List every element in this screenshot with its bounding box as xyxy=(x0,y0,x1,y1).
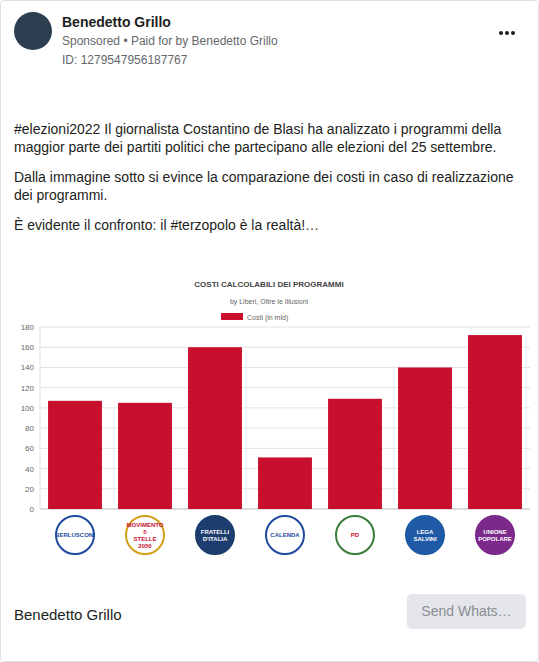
bars xyxy=(48,335,522,509)
grid-line xyxy=(40,327,530,328)
bar xyxy=(328,399,382,509)
grid-line xyxy=(40,448,530,449)
party-logo xyxy=(126,516,164,554)
party-logo xyxy=(406,516,444,554)
chart-image: COSTI CALCOLABILI DEI PROGRAMMI by Liberi… xyxy=(4,262,534,578)
bar xyxy=(398,367,452,509)
paragraph: È evidente il confronto: il #terzopolo è… xyxy=(14,216,526,234)
y-tick-label: 140 xyxy=(21,363,35,372)
party-logo xyxy=(476,516,514,554)
party-logo xyxy=(336,516,374,554)
y-axis xyxy=(40,327,41,509)
subtitle: by Liberi, Oltre le Illusioni xyxy=(230,298,309,306)
bar xyxy=(118,403,172,509)
y-tick-label: 60 xyxy=(25,444,34,453)
whatsapp-button[interactable]: Send Whats… xyxy=(407,594,526,629)
grid-line xyxy=(40,387,530,388)
ad-id: ID: 1279547956187767 xyxy=(62,53,187,67)
grid-line xyxy=(40,428,530,429)
bar xyxy=(48,401,102,509)
bar xyxy=(188,347,242,509)
y-tick-label: 80 xyxy=(25,424,34,433)
party-logo xyxy=(196,516,234,554)
y-tick-label: 40 xyxy=(25,465,34,474)
title: COSTI CALCOLABILI DEI PROGRAMMI xyxy=(194,280,343,289)
y-tick-label: 120 xyxy=(21,384,35,393)
avatar[interactable] xyxy=(14,12,52,50)
sponsored-line: Sponsored • Paid for by Benedetto Grillo xyxy=(62,34,278,48)
party-logo xyxy=(266,516,304,554)
y-tick-label: 180 xyxy=(21,323,35,332)
grid-line xyxy=(40,347,530,348)
author[interactable]: Benedetto Grillo xyxy=(62,14,171,30)
category-label: MOVIMENTO5STELLE2050 xyxy=(127,522,164,549)
category-label: CALENDA xyxy=(270,532,300,538)
post-text: #elezioni2022 Il giornalista Costantino … xyxy=(14,120,526,246)
bar xyxy=(258,457,312,509)
y-tick-label: 20 xyxy=(25,485,34,494)
grid-line xyxy=(40,367,530,368)
paragraph: #elezioni2022 Il giornalista Costantino … xyxy=(14,120,526,156)
y-tick-label: 160 xyxy=(21,343,35,352)
legend-label: Costi (in mld) xyxy=(247,314,288,322)
category-label: LEGASALVINI xyxy=(413,529,437,542)
y-tick-label: 100 xyxy=(21,404,35,413)
paragraph: Dalla immagine sotto si evince la compar… xyxy=(14,168,526,204)
category-label: BERLUSCONI xyxy=(55,532,95,538)
footer-name: Benedetto Grillo xyxy=(14,606,122,623)
chart: COSTI CALCOLABILI DEI PROGRAMMI by Liberi… xyxy=(4,262,534,578)
legend-swatch xyxy=(221,313,243,320)
y-tick-label: 0 xyxy=(30,505,35,514)
category-label: PD xyxy=(351,532,360,538)
menu-icon[interactable] xyxy=(498,30,516,36)
grid-line xyxy=(40,407,530,408)
category-label: UNIONEPOPOLARE xyxy=(478,529,512,542)
category-label: FRATELLID'ITALIA xyxy=(201,529,230,542)
bar xyxy=(468,335,522,509)
